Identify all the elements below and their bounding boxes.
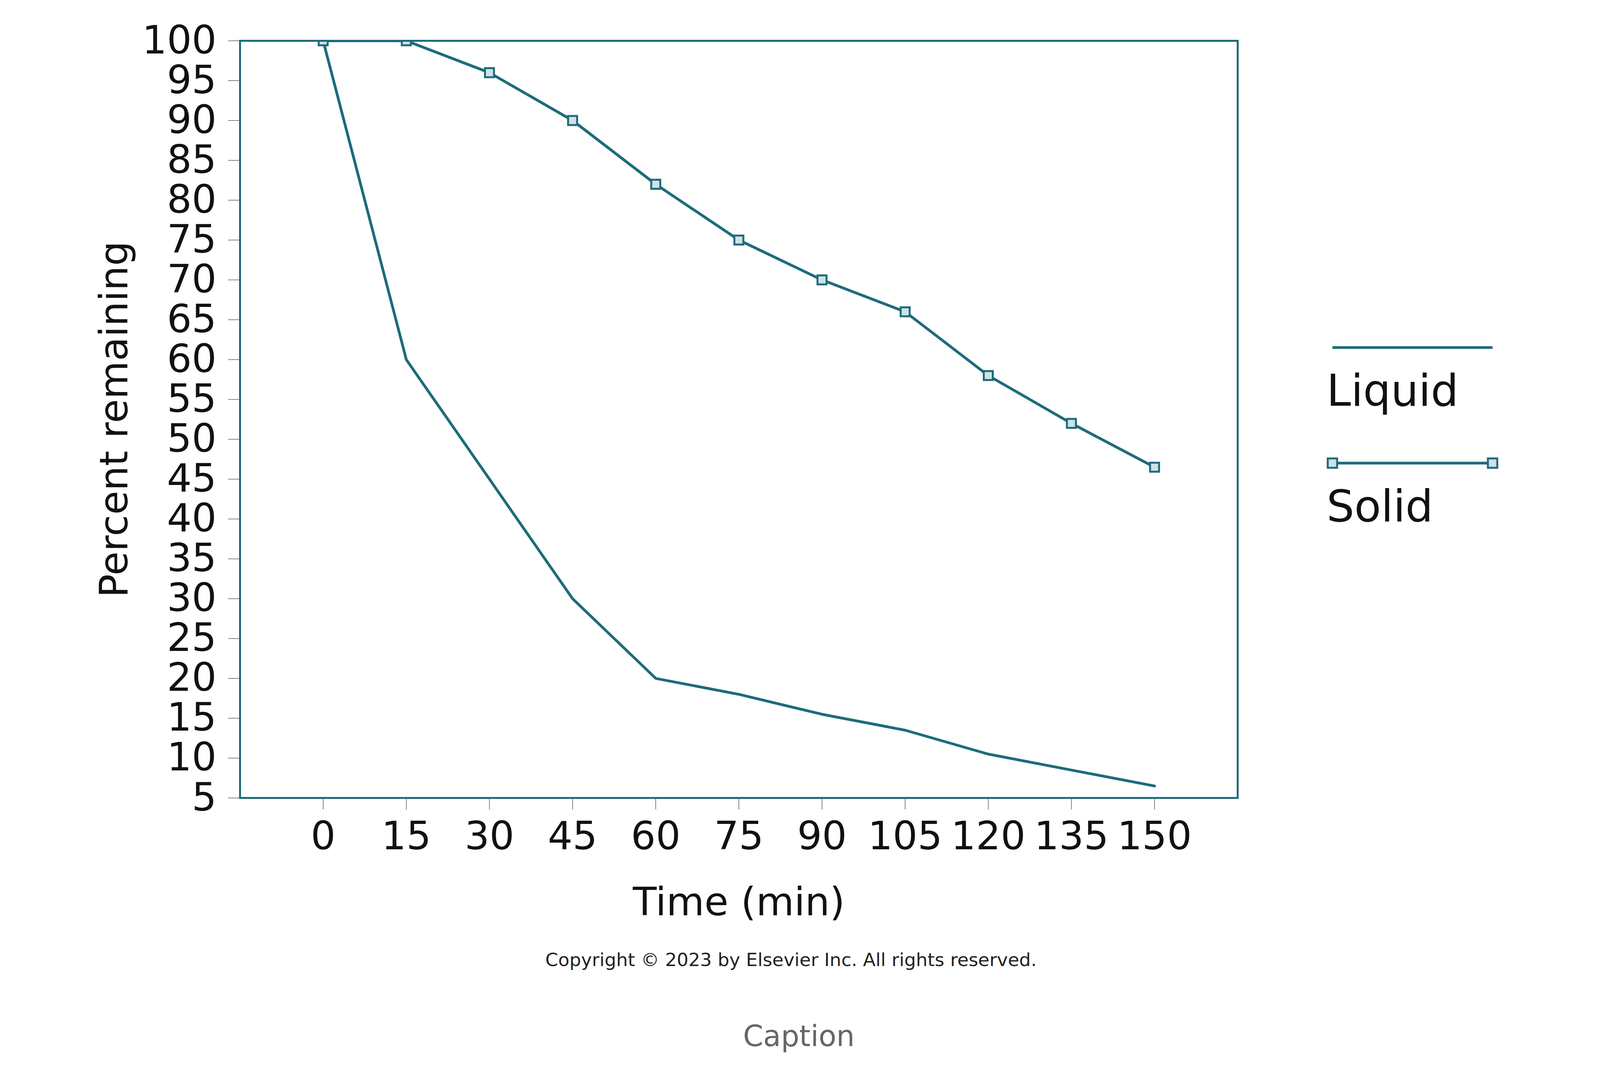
svg-text:25: 25 [166,614,217,661]
svg-text:45: 45 [547,813,598,859]
svg-text:20: 20 [166,654,217,701]
svg-text:60: 60 [166,335,217,382]
svg-text:Percent remaining: Percent remaining [91,241,137,599]
svg-text:90: 90 [797,813,847,859]
svg-text:65: 65 [166,296,217,342]
svg-text:15: 15 [381,813,432,859]
svg-text:15: 15 [166,694,217,741]
svg-text:30: 30 [464,813,515,859]
html-text:Caption: Caption [743,1019,855,1054]
html-text:Liquid: Liquid [1326,365,1459,417]
svg-text:150: 150 [1117,813,1192,859]
svg-text:100: 100 [142,17,217,63]
svg-text:10: 10 [166,734,217,781]
svg-text:35: 35 [166,535,217,581]
svg-text:120: 120 [951,813,1026,859]
svg-text:50: 50 [166,415,217,462]
svg-text:75: 75 [714,813,764,859]
svg-text:75: 75 [166,216,217,263]
svg-text:95: 95 [166,57,217,103]
html-text:Copyright © 2023 by Elsevier I: Copyright © 2023 by Elsevier Inc. All ri… [545,949,1037,971]
svg-text:Time (min): Time (min) [632,879,845,925]
svg-text:70: 70 [166,256,217,302]
svg-text:80: 80 [166,176,217,223]
svg-text:45: 45 [166,455,217,502]
svg-text:40: 40 [166,495,217,542]
svg-text:90: 90 [166,96,217,143]
svg-text:5: 5 [191,774,217,821]
svg-text:85: 85 [166,136,217,183]
svg-text:105: 105 [867,813,943,859]
svg-text:55: 55 [166,375,217,422]
svg-text:135: 135 [1033,813,1109,859]
svg-text:0: 0 [310,813,336,859]
svg-text:60: 60 [630,813,681,859]
svg-text:30: 30 [166,575,217,621]
html-text:Solid: Solid [1326,480,1434,532]
